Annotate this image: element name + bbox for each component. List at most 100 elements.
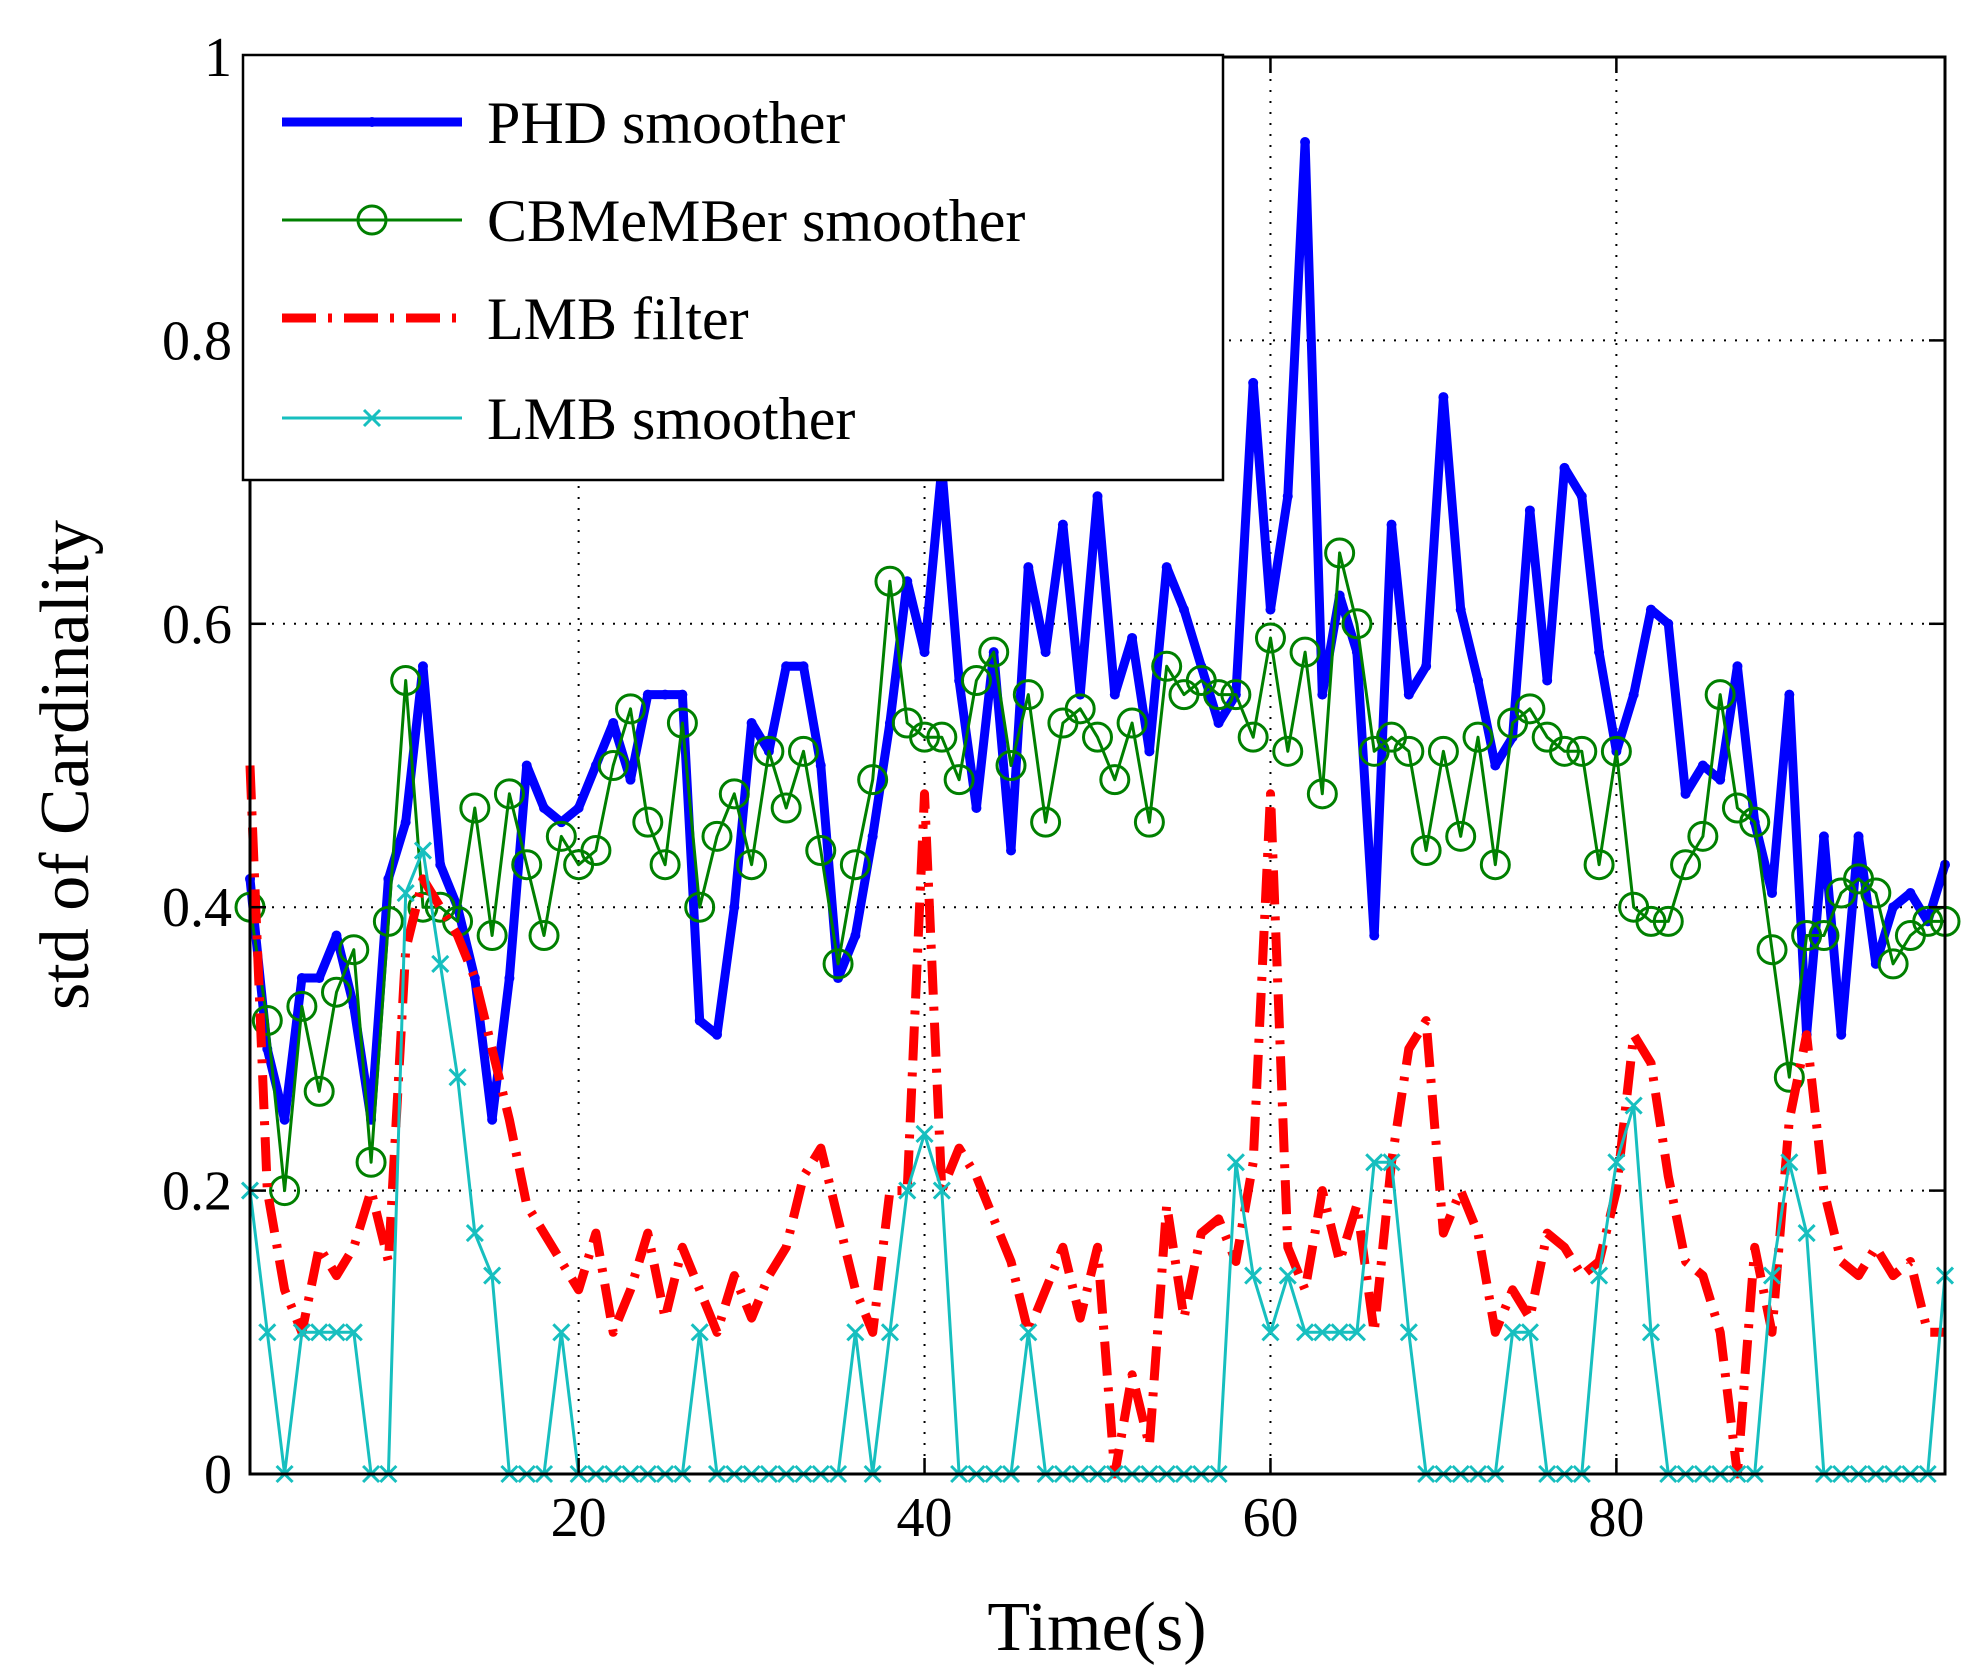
y-tick-label: 1: [204, 27, 232, 89]
cbmember-smoother-point: [1479, 849, 1511, 881]
phd-smoother-point: [1057, 519, 1068, 530]
cbmember-smoother-point: [1151, 650, 1183, 682]
cbmember-smoother-point: [632, 806, 664, 838]
x-tick-label: 20: [551, 1487, 607, 1549]
lmb-smoother-point: [690, 1323, 709, 1342]
legend-label-phd-smoother: PHD smoother: [487, 90, 845, 156]
phd-smoother-point: [1645, 604, 1656, 615]
cbmember-smoother-point: [1704, 679, 1736, 711]
phd-smoother-point: [1127, 632, 1138, 643]
cbmember-smoother-point: [1635, 905, 1667, 937]
cbmember-smoother-point: [1203, 679, 1235, 711]
cbmember-smoother-point: [978, 636, 1010, 668]
lmb-smoother-point: [1590, 1266, 1609, 1285]
y-tick-label: 0: [204, 1444, 232, 1506]
cbmember-smoother-point: [684, 891, 716, 923]
cbmember-smoother-point: [1860, 877, 1892, 909]
legend: PHD smoother CBMeMBer smoother LMB filter L…: [241, 53, 1225, 482]
cbmember-smoother-point: [528, 920, 560, 952]
lmb-smoother-point: [310, 1323, 329, 1342]
phd-smoother-point: [1888, 902, 1899, 913]
cbmember-smoother-point: [1116, 707, 1148, 739]
phd-smoother-point: [746, 717, 757, 728]
y-tick-label: 0.6: [162, 594, 232, 656]
cbmember-smoother-point: [1220, 679, 1252, 711]
cbmember-smoother-point: [753, 735, 785, 767]
lmb-smoother-point: [1607, 1153, 1626, 1172]
phd-smoother-point: [1784, 689, 1795, 700]
cbmember-smoother-point: [580, 835, 612, 867]
cbmember-smoother-point: [805, 835, 837, 867]
phd-smoother-point: [573, 803, 584, 814]
phd-smoother-series: [245, 137, 1950, 1125]
cbmember-smoother-point: [1306, 778, 1338, 810]
lmb-smoother-point: [1347, 1323, 1367, 1342]
lmb-smoother-point: [1762, 1266, 1782, 1285]
cbmember-smoother-point: [1012, 679, 1044, 711]
phd-smoother-point: [1524, 505, 1535, 516]
phd-smoother-point: [1490, 760, 1501, 771]
phd-smoother-point: [417, 661, 428, 672]
cbmember-smoother-point: [1600, 735, 1632, 767]
phd-smoother-point: [1282, 491, 1293, 502]
phd-smoother-point: [521, 760, 532, 771]
phd-smoother-point: [400, 817, 411, 828]
cbmember-smoother-point: [545, 820, 577, 852]
phd-smoother-point: [608, 717, 619, 728]
phd-smoother-point: [1369, 930, 1380, 941]
lmb-smoother-point: [1278, 1266, 1297, 1285]
cbmember-smoother-point: [303, 1075, 335, 1107]
phd-smoother-point: [314, 973, 325, 984]
lmb-smoother-point: [448, 1068, 467, 1087]
lmb-smoother-point: [1330, 1323, 1349, 1342]
lmb-smoother-point: [258, 1323, 277, 1342]
lmb-smoother-point: [1399, 1323, 1418, 1342]
cbmember-smoother-point: [1739, 806, 1771, 838]
cbmember-smoother-point: [1099, 764, 1131, 796]
x-tick-label: 60: [1242, 1487, 1298, 1549]
cbmember-smoother-point: [822, 948, 854, 980]
legend-entry-lmb-filter: LMB filter: [282, 286, 749, 352]
cbmember-smoother-line: [248, 551, 1945, 1193]
legend-phd-smoother-point: [367, 117, 377, 127]
lmb-smoother-point: [292, 1323, 311, 1342]
phd-smoother-point: [1767, 888, 1778, 899]
cbmember-smoother-series: [234, 537, 1961, 1207]
cbmember-smoother-point: [597, 750, 629, 781]
phd-smoother-point: [1559, 462, 1570, 473]
phd-smoother-point: [1576, 491, 1587, 502]
cbmember-smoother-point: [1462, 721, 1494, 753]
phd-smoother-point: [1853, 831, 1864, 842]
phd-smoother-point: [1628, 689, 1639, 700]
y-tick-label: 0.8: [162, 310, 232, 372]
cbmember-smoother-point: [874, 565, 906, 597]
legend-entry-phd-smoother: PHD smoother: [282, 90, 845, 156]
phd-smoother-point: [642, 689, 653, 700]
lmb-smoother-point: [880, 1323, 900, 1342]
phd-smoother-point: [1473, 675, 1484, 686]
phd-smoother-point: [487, 1114, 498, 1125]
cbmember-smoother-point: [1514, 693, 1546, 725]
y-tick-label: 0.2: [162, 1161, 232, 1223]
cbmember-smoother-point: [701, 820, 733, 852]
lmb-smoother-point: [1313, 1323, 1332, 1342]
lmb-filter-line: [245, 765, 1945, 1479]
cbmember-smoother-point: [1445, 820, 1477, 852]
cbmember-smoother-point: [372, 905, 404, 937]
cbmember-smoother-point: [718, 778, 750, 810]
phd-smoother-point: [1438, 392, 1449, 403]
cbmember-smoother-point: [1254, 622, 1286, 654]
phd-smoother-point: [1023, 562, 1034, 573]
lmb-smoother-point: [1503, 1323, 1522, 1342]
phd-smoother-point: [1213, 717, 1224, 728]
lmb-smoother-point: [465, 1224, 484, 1243]
phd-smoother-point: [1905, 888, 1916, 899]
cbmember-smoother-point: [390, 664, 422, 696]
phd-smoother-point: [1248, 377, 1259, 388]
phd-smoother-point: [435, 859, 446, 870]
phd-smoother-point: [660, 689, 671, 700]
phd-smoother-point: [1006, 845, 1017, 856]
phd-smoother-point: [1317, 689, 1328, 700]
phd-smoother-point: [867, 831, 878, 842]
